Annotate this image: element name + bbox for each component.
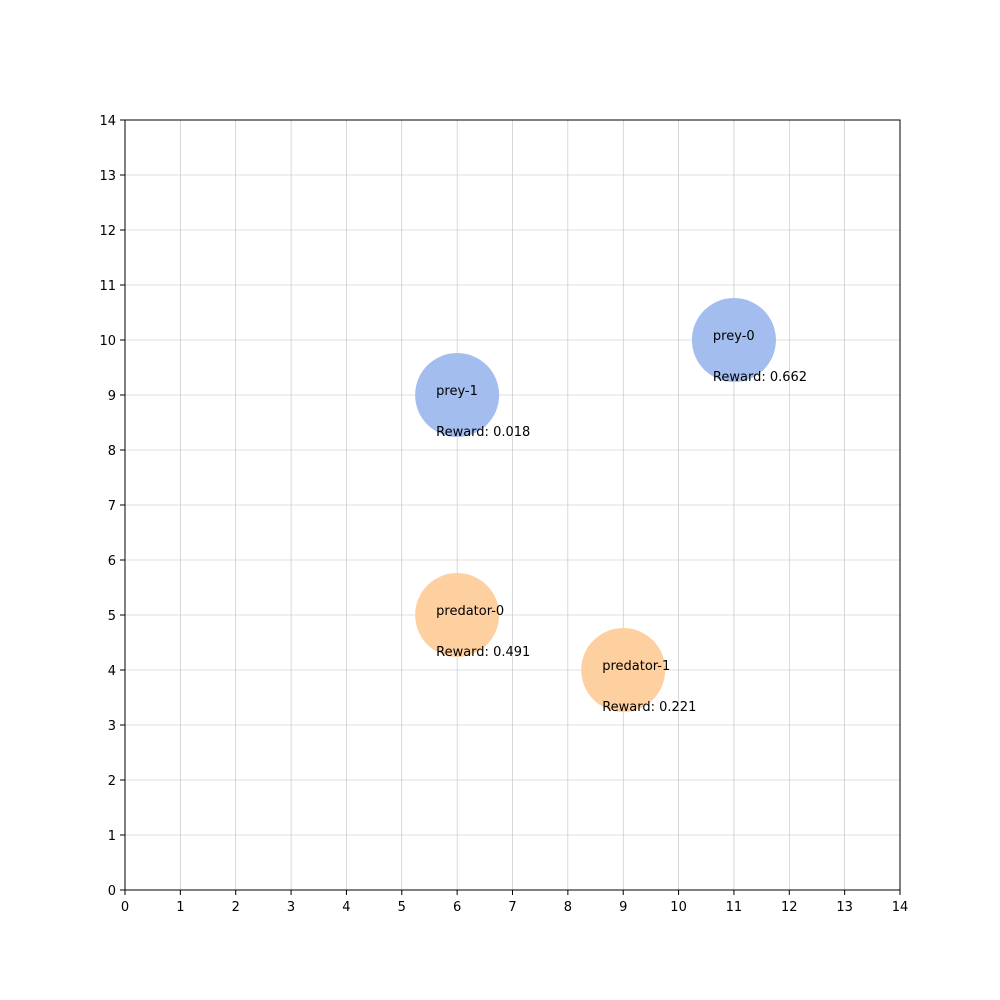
x-tick-label: 6 (453, 900, 461, 915)
agent-reward-label: Reward: 0.221 (602, 700, 696, 715)
y-tick-label: 8 (108, 444, 116, 459)
x-tick-label: 8 (564, 900, 572, 915)
y-tick-label: 11 (99, 279, 116, 294)
agent-name-label: predator-1 (602, 659, 670, 674)
x-tick-label: 13 (836, 900, 853, 915)
y-tick-label: 4 (108, 664, 116, 679)
y-tick-label: 5 (108, 609, 116, 624)
agent-reward-label: Reward: 0.018 (436, 425, 530, 440)
agent-reward-label: Reward: 0.491 (436, 645, 530, 660)
y-tick-label: 0 (108, 884, 116, 899)
predator-marker (415, 573, 500, 657)
x-tick-label: 4 (342, 900, 350, 915)
x-tick-label: 7 (508, 900, 516, 915)
x-axis-ticks: 0 1 2 3 4 5 6 7 8 9 10 11 12 13 14 (121, 890, 908, 915)
agent-labels: prey-0 Reward: 0.662 prey-1 Reward: 0.018 pr… (436, 329, 807, 715)
y-tick-label: 14 (99, 114, 116, 129)
prey-marker (415, 353, 500, 437)
y-tick-label: 2 (108, 774, 116, 789)
x-tick-label: 0 (121, 900, 129, 915)
agent-name-label: predator-0 (436, 604, 504, 619)
y-tick-label: 13 (99, 169, 116, 184)
y-tick-label: 1 (108, 829, 116, 844)
agent-name-label: prey-0 (713, 329, 755, 344)
x-tick-label: 3 (287, 900, 295, 915)
grid-lines (124, 119, 901, 891)
x-tick-label: 9 (619, 900, 627, 915)
x-tick-label: 10 (670, 900, 687, 915)
y-tick-label: 9 (108, 389, 116, 404)
agent-name-label: prey-1 (436, 384, 478, 399)
y-tick-label: 12 (99, 224, 116, 239)
prey-marker (691, 298, 776, 382)
x-tick-label: 2 (232, 900, 240, 915)
y-tick-label: 10 (99, 334, 116, 349)
x-tick-label: 1 (176, 900, 184, 915)
x-tick-label: 11 (726, 900, 743, 915)
y-tick-label: 3 (108, 719, 116, 734)
x-tick-label: 5 (398, 900, 406, 915)
predator-marker (581, 628, 666, 712)
y-tick-label: 6 (108, 554, 116, 569)
y-tick-label: 7 (108, 499, 116, 514)
x-tick-label: 12 (781, 900, 798, 915)
agent-reward-label: Reward: 0.662 (713, 370, 807, 385)
x-tick-label: 14 (892, 900, 909, 915)
agent-markers (415, 298, 776, 712)
